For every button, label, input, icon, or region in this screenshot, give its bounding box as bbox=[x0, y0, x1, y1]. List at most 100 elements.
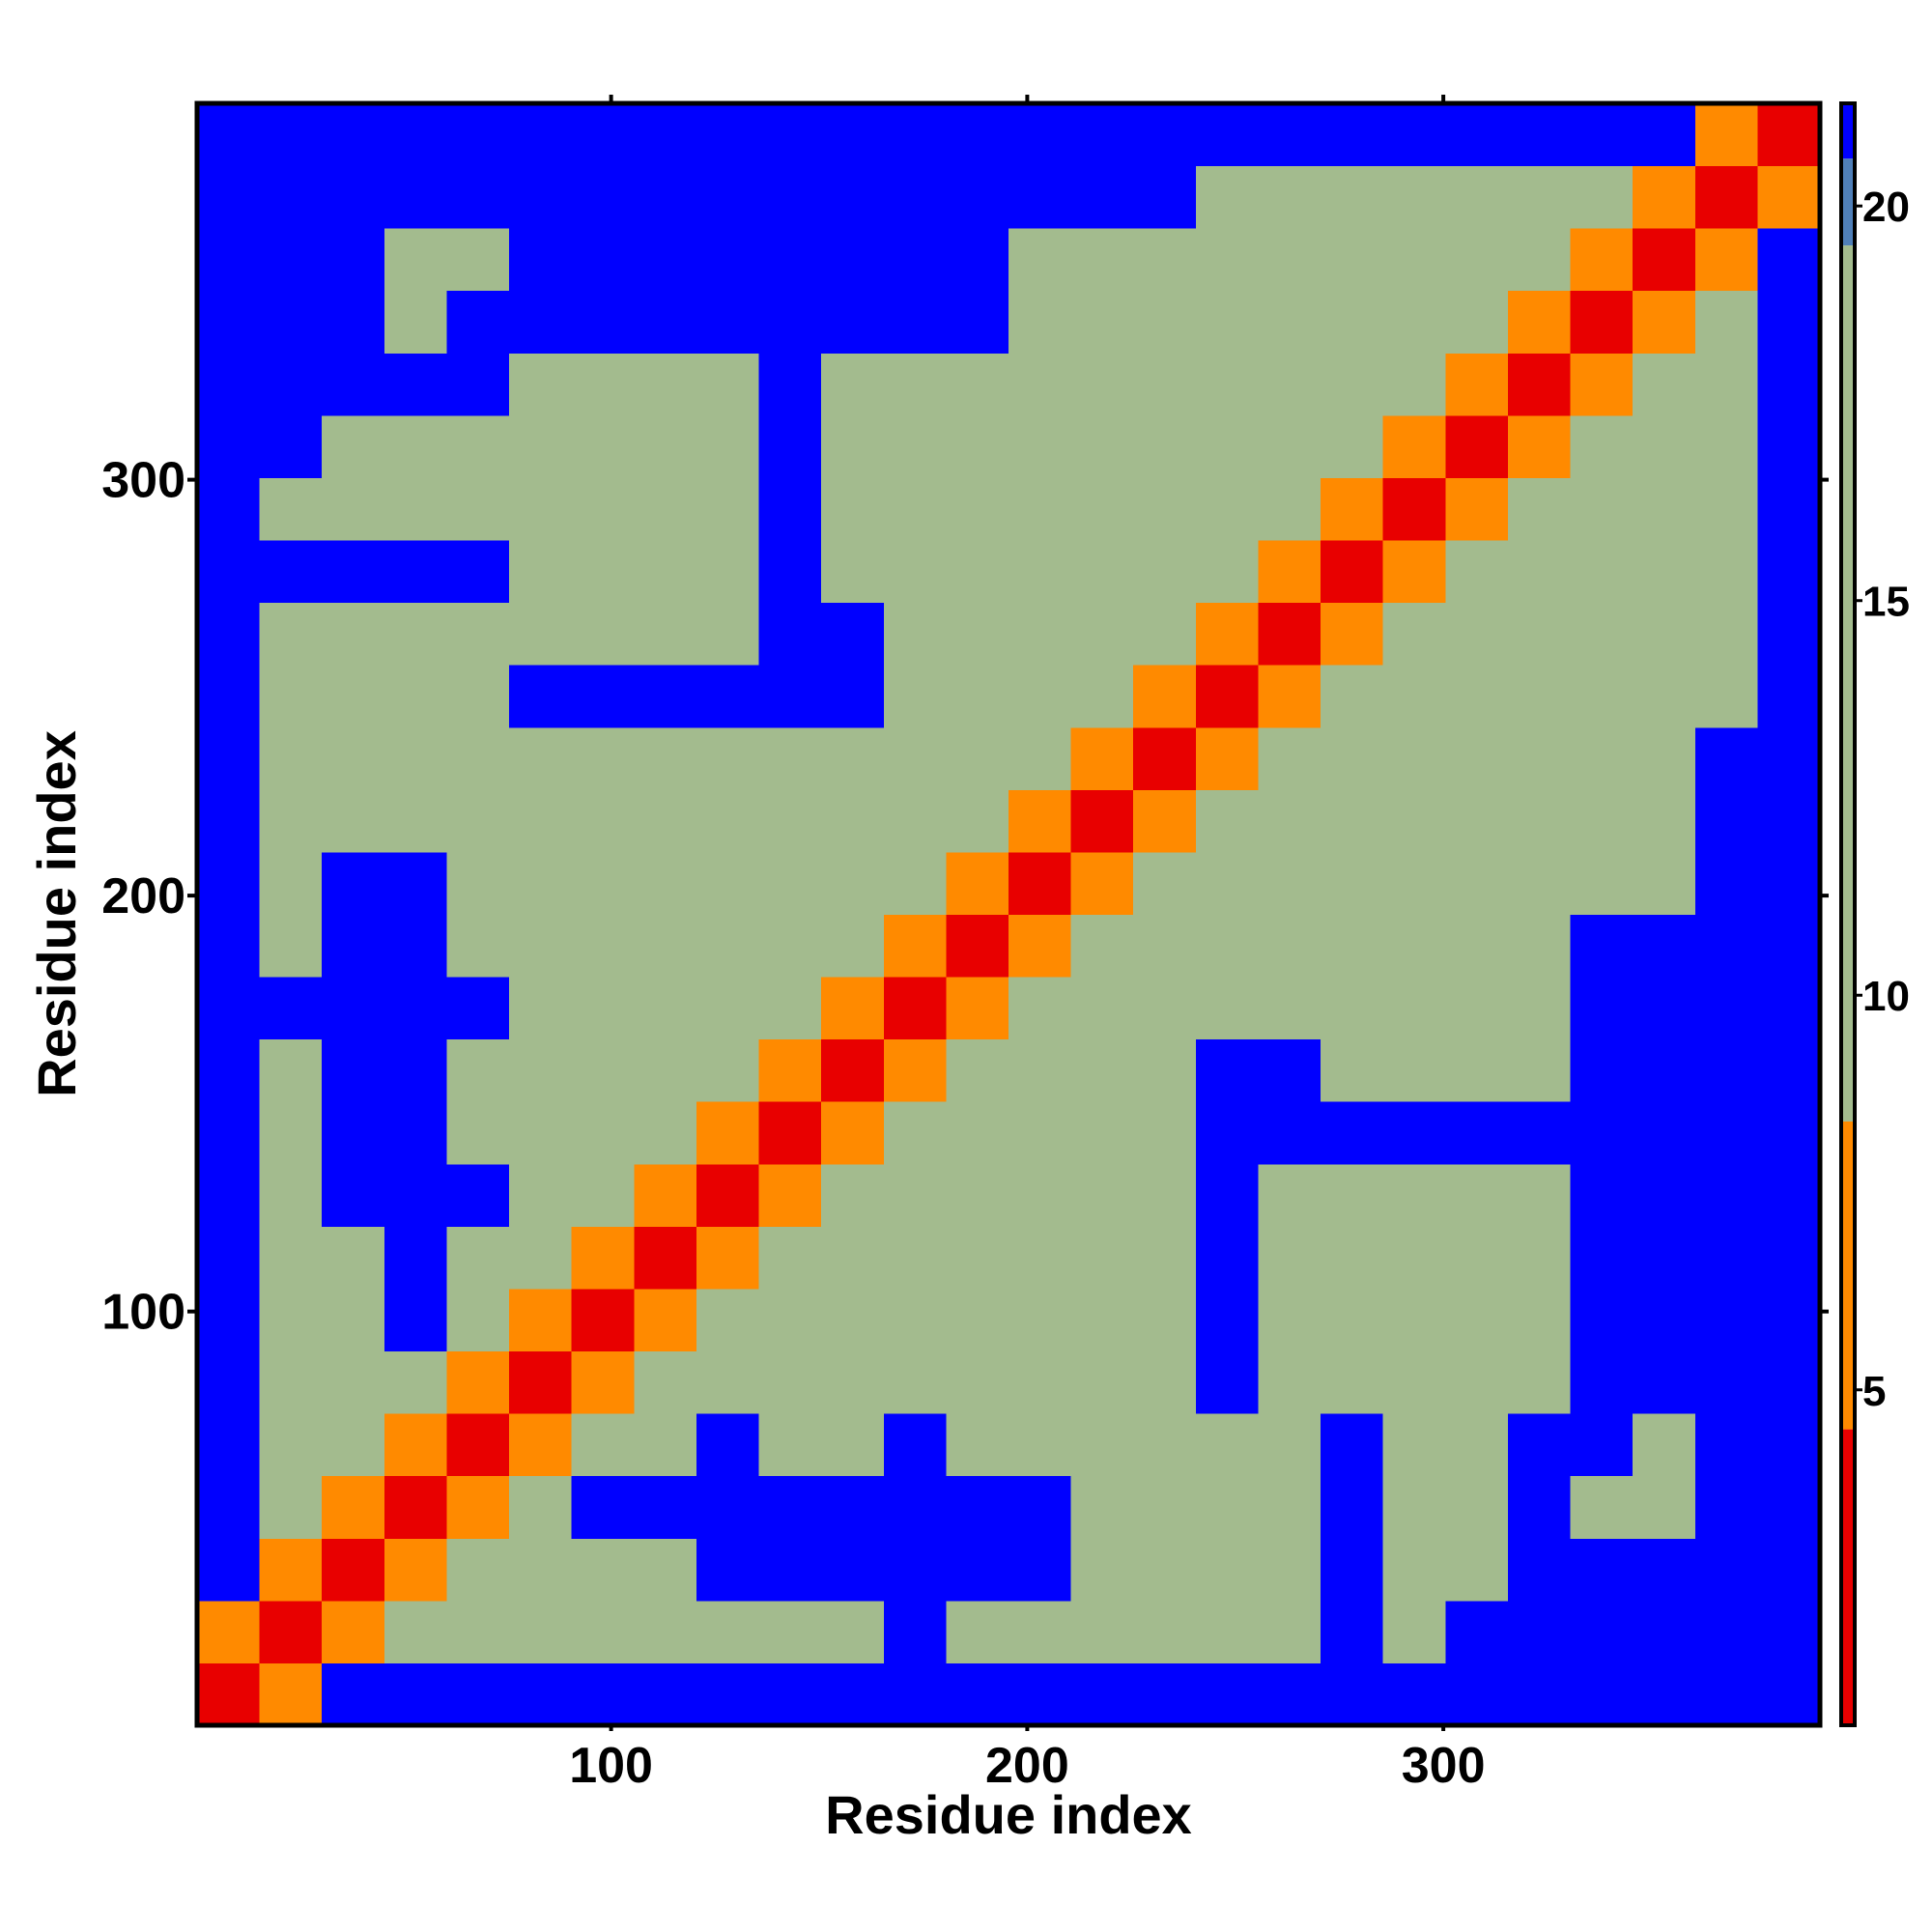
heatmap-cell bbox=[946, 1038, 1009, 1102]
heatmap-cell bbox=[696, 1413, 760, 1477]
heatmap-cell bbox=[571, 1600, 635, 1663]
heatmap-cell bbox=[1507, 1350, 1572, 1414]
heatmap-cell bbox=[821, 1538, 885, 1602]
heatmap-cell bbox=[696, 1600, 760, 1663]
heatmap-cell bbox=[1070, 290, 1134, 354]
heatmap-cell bbox=[1133, 1475, 1197, 1539]
heatmap-cell bbox=[1133, 414, 1197, 478]
heatmap-cell bbox=[1694, 665, 1758, 728]
heatmap-cell bbox=[509, 602, 573, 666]
heatmap-cell bbox=[1070, 1413, 1134, 1477]
heatmap-cell bbox=[446, 414, 510, 478]
heatmap-cell bbox=[696, 1101, 760, 1165]
heatmap-cell bbox=[571, 1350, 635, 1414]
heatmap-cell bbox=[1445, 1226, 1509, 1290]
heatmap-cell bbox=[446, 1101, 510, 1165]
heatmap-cell bbox=[571, 414, 635, 478]
heatmap-cell bbox=[1195, 789, 1259, 853]
heatmap-cell bbox=[1445, 1163, 1509, 1227]
heatmap-cell bbox=[1258, 851, 1321, 915]
heatmap-cell bbox=[384, 914, 447, 978]
heatmap-cell bbox=[696, 540, 760, 604]
heatmap-cell bbox=[1009, 1350, 1072, 1414]
heatmap-cell bbox=[1258, 1413, 1321, 1477]
heatmap-cell bbox=[1195, 665, 1259, 728]
heatmap-cell bbox=[1757, 665, 1821, 728]
heatmap-cell bbox=[1633, 789, 1696, 853]
heatmap-cell bbox=[1258, 165, 1321, 229]
heatmap-cell bbox=[1757, 602, 1821, 666]
heatmap-cell bbox=[322, 1288, 385, 1352]
heatmap-cell bbox=[821, 602, 885, 666]
heatmap-cell bbox=[1694, 726, 1758, 790]
heatmap-cell bbox=[1258, 1600, 1321, 1663]
heatmap-cell bbox=[384, 228, 447, 292]
heatmap-cell bbox=[259, 103, 323, 167]
heatmap-cell bbox=[1445, 1101, 1509, 1165]
heatmap-cell bbox=[1570, 1101, 1634, 1165]
heatmap-cell bbox=[197, 1350, 261, 1414]
heatmap-cell bbox=[1321, 789, 1384, 853]
heatmap-cell bbox=[696, 1538, 760, 1602]
heatmap-cell bbox=[1445, 1288, 1509, 1352]
heatmap-cell bbox=[1009, 665, 1072, 728]
heatmap-cell bbox=[1195, 602, 1259, 666]
heatmap-cell bbox=[1070, 726, 1134, 790]
heatmap-cell bbox=[1633, 602, 1696, 666]
heatmap-cell bbox=[259, 1413, 323, 1477]
heatmap-cell bbox=[1195, 1413, 1259, 1477]
heatmap-cell bbox=[1009, 414, 1072, 478]
heatmap-cell bbox=[696, 602, 760, 666]
heatmap-cell bbox=[1633, 665, 1696, 728]
heatmap-cell bbox=[1133, 1600, 1197, 1663]
heatmap-cell bbox=[571, 353, 635, 416]
heatmap-cell bbox=[1133, 1163, 1197, 1227]
heatmap-cell bbox=[509, 1163, 573, 1227]
heatmap-cell bbox=[384, 165, 447, 229]
heatmap-cell bbox=[1570, 789, 1634, 853]
heatmap-cell bbox=[1009, 789, 1072, 853]
heatmap-cell bbox=[1633, 414, 1696, 478]
heatmap-cell bbox=[634, 1163, 697, 1227]
heatmap-cell bbox=[821, 977, 885, 1040]
heatmap-cell bbox=[1633, 228, 1696, 292]
heatmap-cell bbox=[446, 103, 510, 167]
heatmap-cell bbox=[1445, 477, 1509, 541]
heatmap-cell bbox=[1507, 477, 1572, 541]
heatmap-cell bbox=[1321, 1475, 1384, 1539]
heatmap-cell bbox=[1258, 1038, 1321, 1102]
heatmap-cell bbox=[1633, 1538, 1696, 1602]
x-tick-label: 300 bbox=[1402, 1738, 1486, 1794]
heatmap-cell bbox=[1507, 1288, 1572, 1352]
heatmap-cell bbox=[197, 414, 261, 478]
heatmap-cell bbox=[446, 1475, 510, 1539]
heatmap-cell bbox=[384, 1101, 447, 1165]
heatmap-cell bbox=[758, 1101, 822, 1165]
heatmap-cell bbox=[509, 1226, 573, 1290]
heatmap-cell bbox=[883, 1350, 947, 1414]
heatmap-cell bbox=[1321, 1538, 1384, 1602]
heatmap-cell bbox=[883, 353, 947, 416]
heatmap-cell bbox=[384, 477, 447, 541]
heatmap-cell bbox=[1570, 477, 1634, 541]
heatmap-cell bbox=[1070, 1538, 1134, 1602]
heatmap-cell bbox=[1570, 602, 1634, 666]
heatmap-cell bbox=[1507, 1600, 1572, 1663]
heatmap-cell bbox=[509, 977, 573, 1040]
heatmap-cell bbox=[509, 1288, 573, 1352]
heatmap-cell bbox=[197, 1413, 261, 1477]
heatmap-cell bbox=[1445, 165, 1509, 229]
heatmap-cell bbox=[1694, 789, 1758, 853]
heatmap-cell bbox=[821, 477, 885, 541]
heatmap-cell bbox=[1633, 851, 1696, 915]
heatmap-cell bbox=[1694, 1662, 1758, 1726]
heatmap-cell bbox=[1133, 977, 1197, 1040]
heatmap-cell bbox=[509, 290, 573, 354]
heatmap-cell bbox=[322, 726, 385, 790]
heatmap-cell bbox=[446, 665, 510, 728]
heatmap-cell bbox=[509, 353, 573, 416]
heatmap-cell bbox=[1570, 977, 1634, 1040]
heatmap-cell bbox=[696, 477, 760, 541]
heatmap-cell bbox=[1009, 602, 1072, 666]
